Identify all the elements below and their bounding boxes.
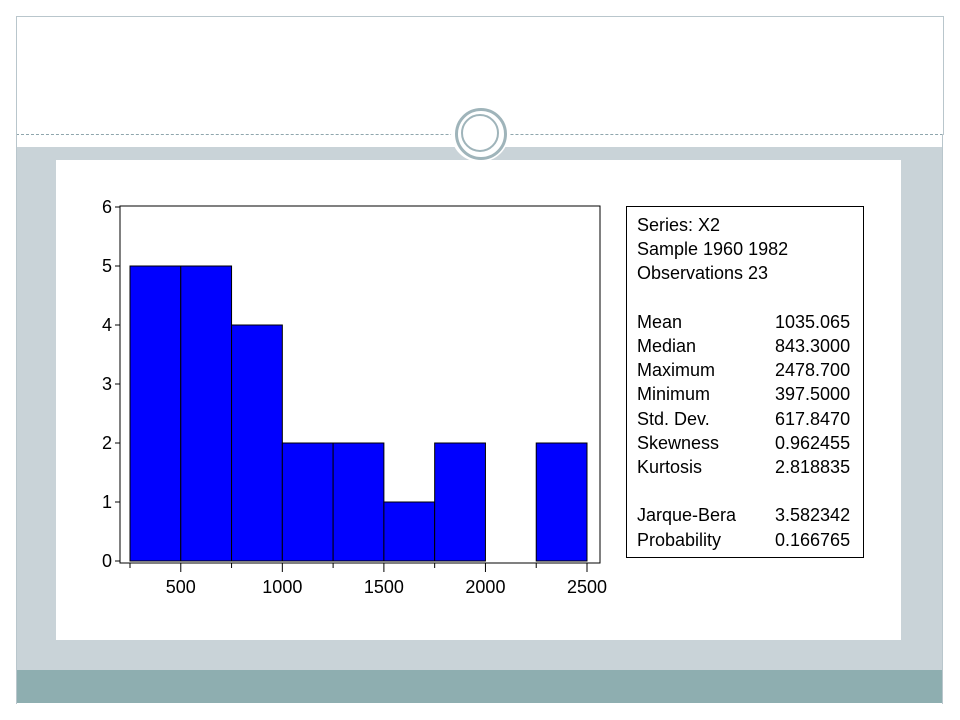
footer-band bbox=[16, 670, 943, 703]
stat-value: 2.818835 bbox=[775, 457, 851, 478]
histogram-bar bbox=[535, 442, 588, 562]
frame-left-border bbox=[16, 134, 17, 704]
stat-label: Probability bbox=[637, 529, 722, 550]
sample-range: Sample 1960 1982 bbox=[637, 239, 789, 260]
y-tick-label: 3 bbox=[102, 374, 112, 394]
y-tick-label: 2 bbox=[102, 433, 112, 453]
histogram-bar bbox=[231, 324, 283, 562]
x-tick-label: 2000 bbox=[465, 577, 505, 597]
histogram-bar bbox=[383, 501, 436, 562]
histogram-bar bbox=[281, 442, 334, 562]
x-tick-label: 1500 bbox=[364, 577, 404, 597]
stat-row-median: Median 843.3000 bbox=[637, 334, 863, 358]
frame-right-border bbox=[942, 134, 943, 704]
stat-row-maximum: Maximum 2478.700 bbox=[637, 358, 863, 382]
observation-count: Observations 23 bbox=[637, 263, 769, 284]
stat-row-std-dev: Std. Dev. 617.8470 bbox=[637, 407, 863, 431]
x-tick-label: 1000 bbox=[262, 577, 302, 597]
y-tick-label: 0 bbox=[102, 551, 112, 571]
series-name: Series: X2 bbox=[637, 215, 721, 235]
stat-value: 397.5000 bbox=[775, 384, 851, 405]
stat-label: Mean bbox=[637, 311, 683, 332]
stat-label: Median bbox=[637, 336, 697, 356]
y-axis: 0 1 2 3 4 5 6 bbox=[102, 197, 120, 571]
histogram-bar bbox=[332, 442, 385, 562]
stat-row-minimum: Minimum 397.5000 bbox=[637, 382, 863, 406]
bars-group bbox=[129, 265, 588, 562]
stat-row-skewness: Skewness 0.962455 bbox=[637, 431, 863, 455]
stat-value: 2478.700 bbox=[775, 360, 851, 381]
x-tick-label: 500 bbox=[166, 577, 196, 597]
x-tick-label: 2500 bbox=[567, 577, 607, 597]
statistics-box: Series: X2 Sample 1960 1982 Observations… bbox=[626, 206, 864, 558]
histogram-bar bbox=[129, 265, 182, 562]
stats-spacer bbox=[637, 286, 863, 310]
stat-value: 617.8470 bbox=[775, 408, 851, 429]
stat-value: 843.3000 bbox=[775, 336, 851, 356]
y-tick-label: 4 bbox=[102, 315, 112, 335]
y-tick-label: 5 bbox=[102, 256, 112, 276]
stat-row-probability: Probability 0.166765 bbox=[637, 528, 863, 552]
stat-value: 0.166765 bbox=[775, 529, 851, 550]
stats-spacer bbox=[637, 479, 863, 503]
histogram-bar bbox=[434, 442, 486, 562]
stat-value: 0.962455 bbox=[775, 432, 851, 453]
stat-label: Maximum bbox=[637, 360, 716, 381]
stat-label: Std. Dev. bbox=[637, 408, 710, 429]
stat-value: 1035.065 bbox=[775, 311, 851, 332]
stat-value: 3.582342 bbox=[775, 505, 851, 526]
stat-label: Minimum bbox=[637, 384, 711, 405]
y-tick-label: 1 bbox=[102, 492, 112, 512]
stat-row-jarque-bera: Jarque-Bera 3.582342 bbox=[637, 503, 863, 527]
histogram-bar bbox=[180, 265, 233, 562]
x-axis: 500 1000 1500 2000 2500 bbox=[129, 563, 607, 597]
y-tick-label: 6 bbox=[102, 197, 112, 217]
stat-label: Jarque-Bera bbox=[637, 505, 737, 526]
stat-row-mean: Mean 1035.065 bbox=[637, 310, 863, 334]
stat-row-kurtosis: Kurtosis 2.818835 bbox=[637, 455, 863, 479]
stat-label: Kurtosis bbox=[637, 457, 703, 478]
stat-label: Skewness bbox=[637, 432, 720, 453]
ornament-inner-ring bbox=[461, 114, 499, 152]
